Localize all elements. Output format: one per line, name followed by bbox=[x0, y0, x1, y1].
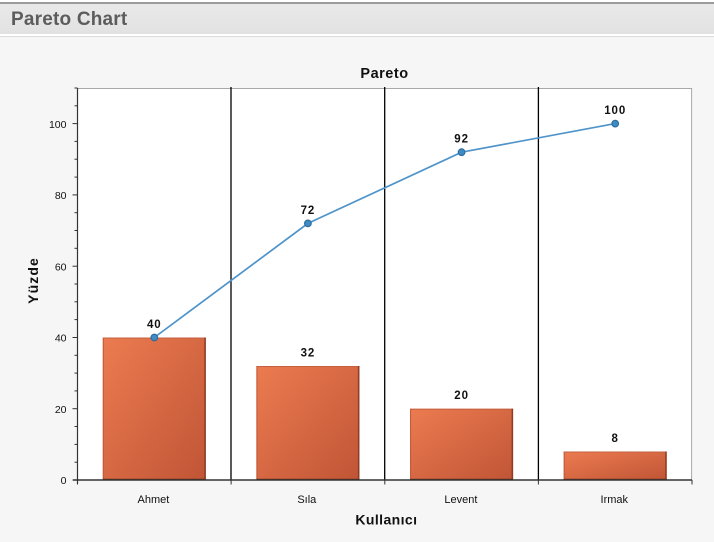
svg-text:8: 8 bbox=[612, 433, 619, 445]
svg-text:20: 20 bbox=[454, 390, 469, 402]
svg-text:80: 80 bbox=[55, 190, 67, 202]
svg-text:0: 0 bbox=[61, 475, 67, 487]
svg-text:Kullanıcı: Kullanıcı bbox=[355, 512, 417, 528]
svg-text:92: 92 bbox=[454, 134, 469, 146]
svg-text:100: 100 bbox=[49, 119, 67, 131]
svg-text:Pareto: Pareto bbox=[360, 66, 408, 82]
svg-text:40: 40 bbox=[55, 333, 67, 345]
svg-text:Irmak: Irmak bbox=[601, 494, 629, 506]
svg-text:40: 40 bbox=[147, 319, 162, 331]
svg-text:72: 72 bbox=[301, 205, 316, 217]
svg-text:32: 32 bbox=[301, 348, 316, 360]
svg-text:Yüzde: Yüzde bbox=[25, 257, 41, 304]
svg-text:100: 100 bbox=[604, 105, 626, 117]
svg-text:Levent: Levent bbox=[444, 494, 477, 506]
svg-text:60: 60 bbox=[55, 261, 67, 273]
svg-text:Ahmet: Ahmet bbox=[138, 494, 170, 506]
svg-text:Sıla: Sıla bbox=[297, 494, 317, 506]
svg-text:20: 20 bbox=[55, 404, 67, 416]
